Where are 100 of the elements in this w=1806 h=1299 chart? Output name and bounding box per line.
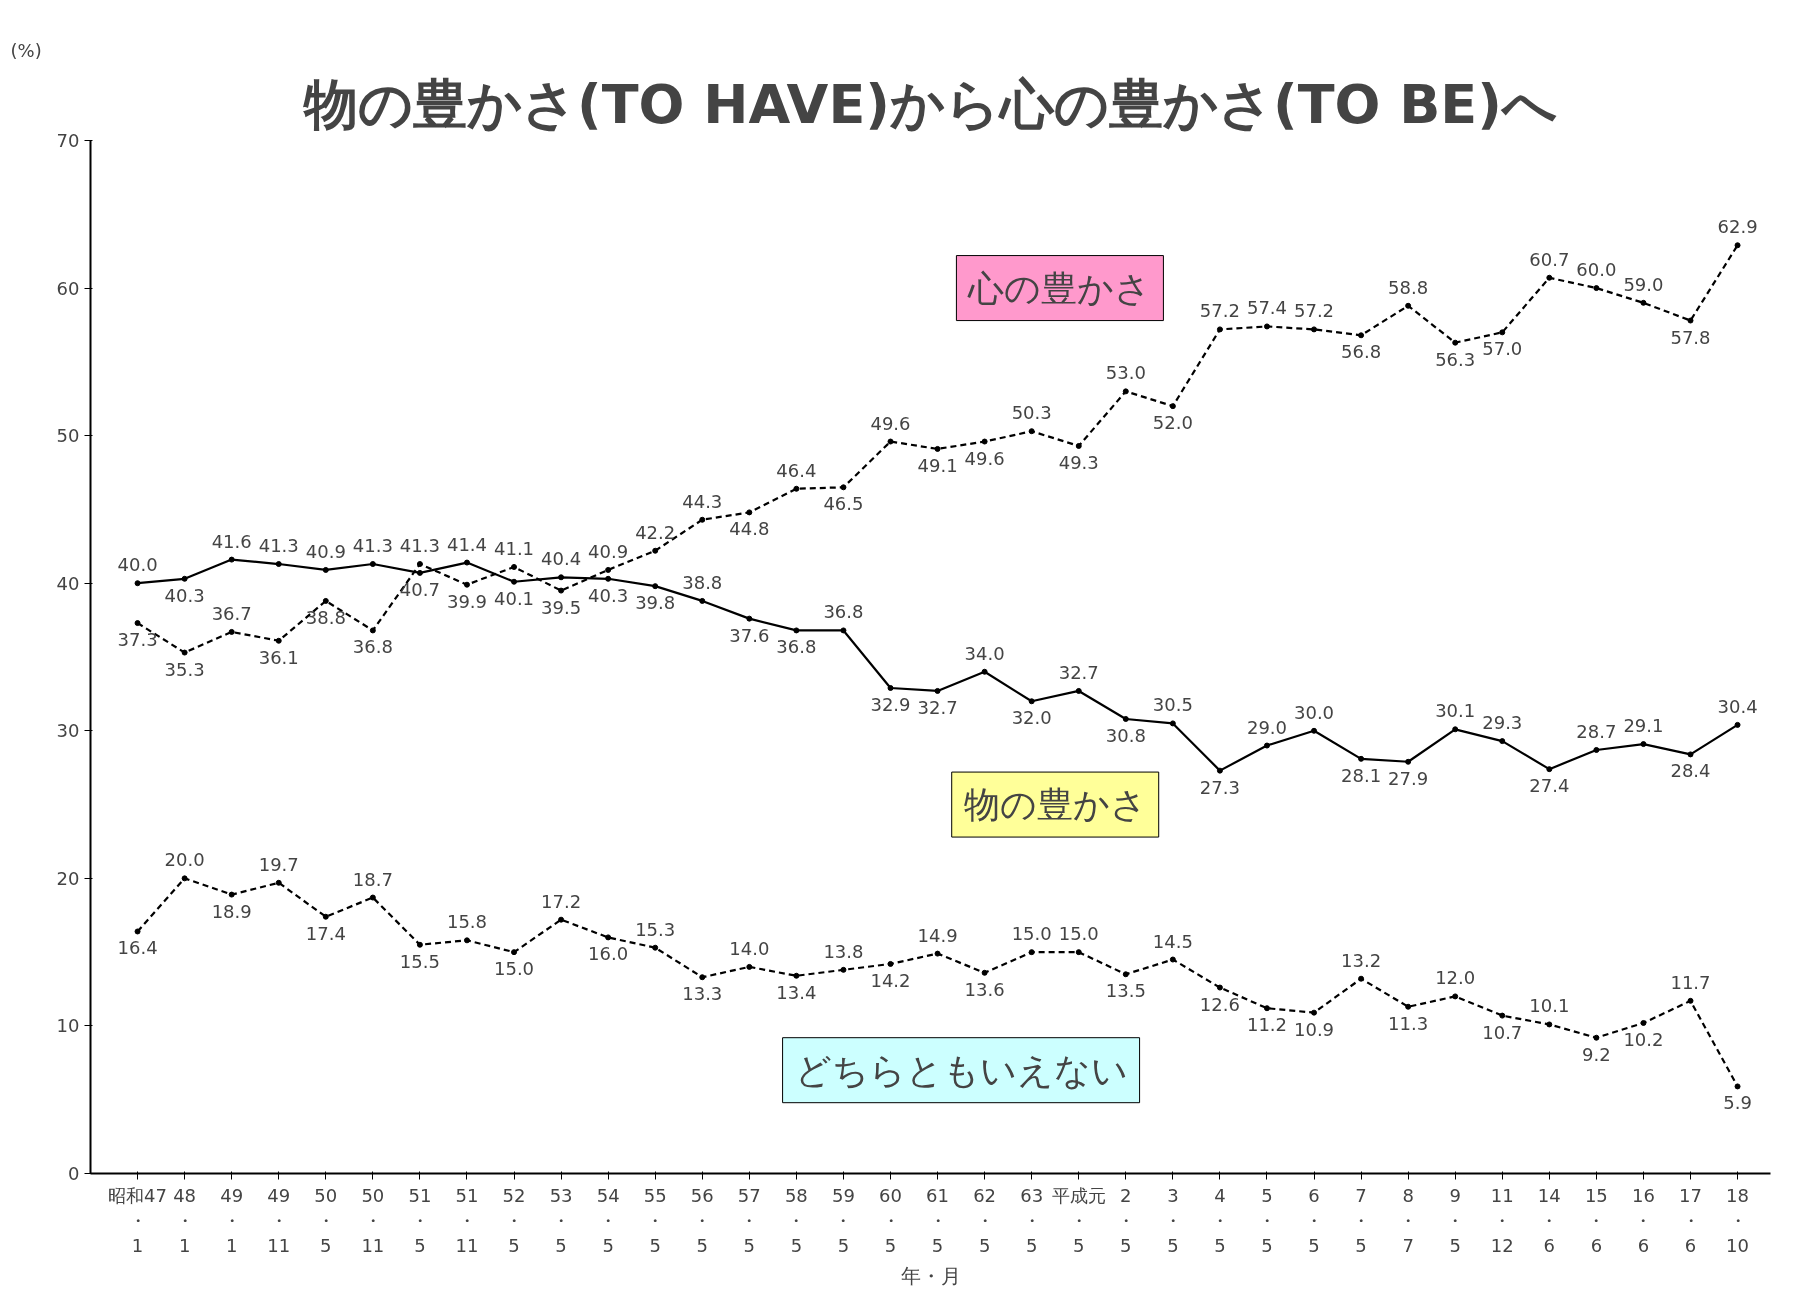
y-tick-label: 10 bbox=[56, 1015, 80, 1037]
point bbox=[840, 966, 847, 973]
point bbox=[746, 615, 753, 622]
point bbox=[558, 574, 565, 581]
x-tick-label: 55・5 bbox=[643, 1184, 667, 1256]
point bbox=[840, 627, 847, 634]
point bbox=[1358, 755, 1365, 762]
chart-title: 物の豊かさ(TO HAVE)から心の豊かさ(TO BE)へ bbox=[302, 72, 1557, 136]
data-label: 34.0 bbox=[964, 642, 1005, 664]
point bbox=[1028, 698, 1035, 705]
point bbox=[1499, 1012, 1506, 1019]
point bbox=[1499, 738, 1506, 745]
point bbox=[1311, 727, 1318, 734]
data-label: 16.4 bbox=[117, 937, 158, 959]
data-label: 36.8 bbox=[776, 636, 817, 658]
point bbox=[511, 949, 518, 956]
data-label: 50.3 bbox=[1011, 402, 1052, 424]
data-label: 13.3 bbox=[682, 983, 723, 1005]
point bbox=[511, 578, 518, 585]
data-label: 41.4 bbox=[446, 533, 488, 555]
data-label: 13.2 bbox=[1341, 949, 1382, 971]
point bbox=[181, 575, 188, 582]
data-label: 17.2 bbox=[541, 890, 582, 912]
data-label: 30.4 bbox=[1717, 695, 1758, 717]
x-tick-label: 59・5 bbox=[831, 1184, 855, 1256]
x-tick-label: 50・11 bbox=[361, 1184, 385, 1256]
point bbox=[369, 894, 376, 901]
point bbox=[1640, 741, 1647, 748]
point bbox=[416, 941, 423, 948]
data-label: 57.0 bbox=[1482, 338, 1523, 360]
point bbox=[1122, 971, 1129, 978]
data-label: 37.6 bbox=[729, 624, 770, 646]
point bbox=[605, 934, 612, 941]
x-tick-label: 60・5 bbox=[879, 1184, 902, 1256]
point bbox=[1452, 339, 1459, 346]
x-tick-label: 58・5 bbox=[784, 1184, 808, 1256]
point bbox=[1263, 323, 1270, 330]
data-label: 39.5 bbox=[541, 596, 582, 618]
point bbox=[228, 556, 235, 563]
data-label: 28.7 bbox=[1576, 720, 1617, 742]
point bbox=[275, 879, 282, 886]
x-tick-label: 57・5 bbox=[737, 1184, 761, 1256]
data-label: 30.0 bbox=[1293, 701, 1335, 723]
data-label: 36.1 bbox=[258, 646, 299, 668]
data-label: 15.0 bbox=[493, 958, 535, 980]
data-label: 40.0 bbox=[117, 554, 158, 576]
point bbox=[1452, 993, 1459, 1000]
point bbox=[1075, 442, 1082, 449]
data-label: 58.8 bbox=[1388, 276, 1429, 298]
point bbox=[322, 566, 329, 573]
x-tick-label: 49・1 bbox=[220, 1184, 244, 1256]
point bbox=[887, 438, 894, 445]
point bbox=[652, 547, 659, 554]
y-tick-label: 50 bbox=[56, 425, 80, 447]
x-tick-label: 2・5 bbox=[1116, 1184, 1135, 1256]
point bbox=[322, 597, 329, 604]
series-label: 心の豊かさ bbox=[967, 267, 1152, 309]
x-tick-label: 18・10 bbox=[1726, 1184, 1750, 1256]
data-label: 57.2 bbox=[1199, 300, 1240, 322]
x-tick-label: 49・11 bbox=[267, 1184, 291, 1256]
data-label: 46.4 bbox=[776, 459, 817, 481]
data-label: 40.4 bbox=[541, 548, 582, 570]
point bbox=[228, 891, 235, 898]
x-tick-label: 56・5 bbox=[690, 1184, 714, 1256]
data-label: 41.3 bbox=[258, 535, 299, 557]
x-tick-label: 62・5 bbox=[973, 1184, 997, 1256]
point bbox=[1028, 949, 1035, 956]
x-tick-label: 51・5 bbox=[408, 1184, 432, 1256]
point bbox=[1593, 746, 1600, 753]
point bbox=[1546, 1021, 1553, 1028]
data-label: 39.8 bbox=[635, 592, 676, 614]
data-label: 40.9 bbox=[588, 540, 629, 562]
point bbox=[1311, 326, 1318, 333]
y-tick-label: 30 bbox=[56, 720, 80, 742]
data-label: 27.4 bbox=[1529, 775, 1570, 797]
point bbox=[699, 974, 706, 981]
point bbox=[605, 575, 612, 582]
data-label: 30.8 bbox=[1105, 724, 1146, 746]
data-label: 60.7 bbox=[1529, 248, 1570, 270]
point bbox=[1405, 302, 1412, 309]
point bbox=[1216, 326, 1223, 333]
x-tick-label: 50・5 bbox=[314, 1184, 338, 1256]
data-label: 32.7 bbox=[917, 696, 958, 718]
data-label: 36.8 bbox=[352, 636, 393, 658]
data-label: 14.9 bbox=[917, 924, 958, 946]
point bbox=[511, 563, 518, 570]
data-label: 28.4 bbox=[1670, 760, 1711, 782]
point bbox=[1358, 332, 1365, 339]
data-label: 40.9 bbox=[305, 540, 346, 562]
point bbox=[746, 963, 753, 970]
data-label: 27.9 bbox=[1388, 767, 1429, 789]
data-label: 28.1 bbox=[1341, 764, 1382, 786]
point bbox=[1546, 274, 1553, 281]
x-tick-label: 8・7 bbox=[1399, 1184, 1418, 1256]
point bbox=[1169, 403, 1176, 410]
point bbox=[558, 916, 565, 923]
point bbox=[181, 649, 188, 656]
data-label: 49.1 bbox=[917, 454, 958, 476]
data-label: 46.5 bbox=[823, 493, 864, 515]
data-label: 17.4 bbox=[305, 922, 346, 944]
